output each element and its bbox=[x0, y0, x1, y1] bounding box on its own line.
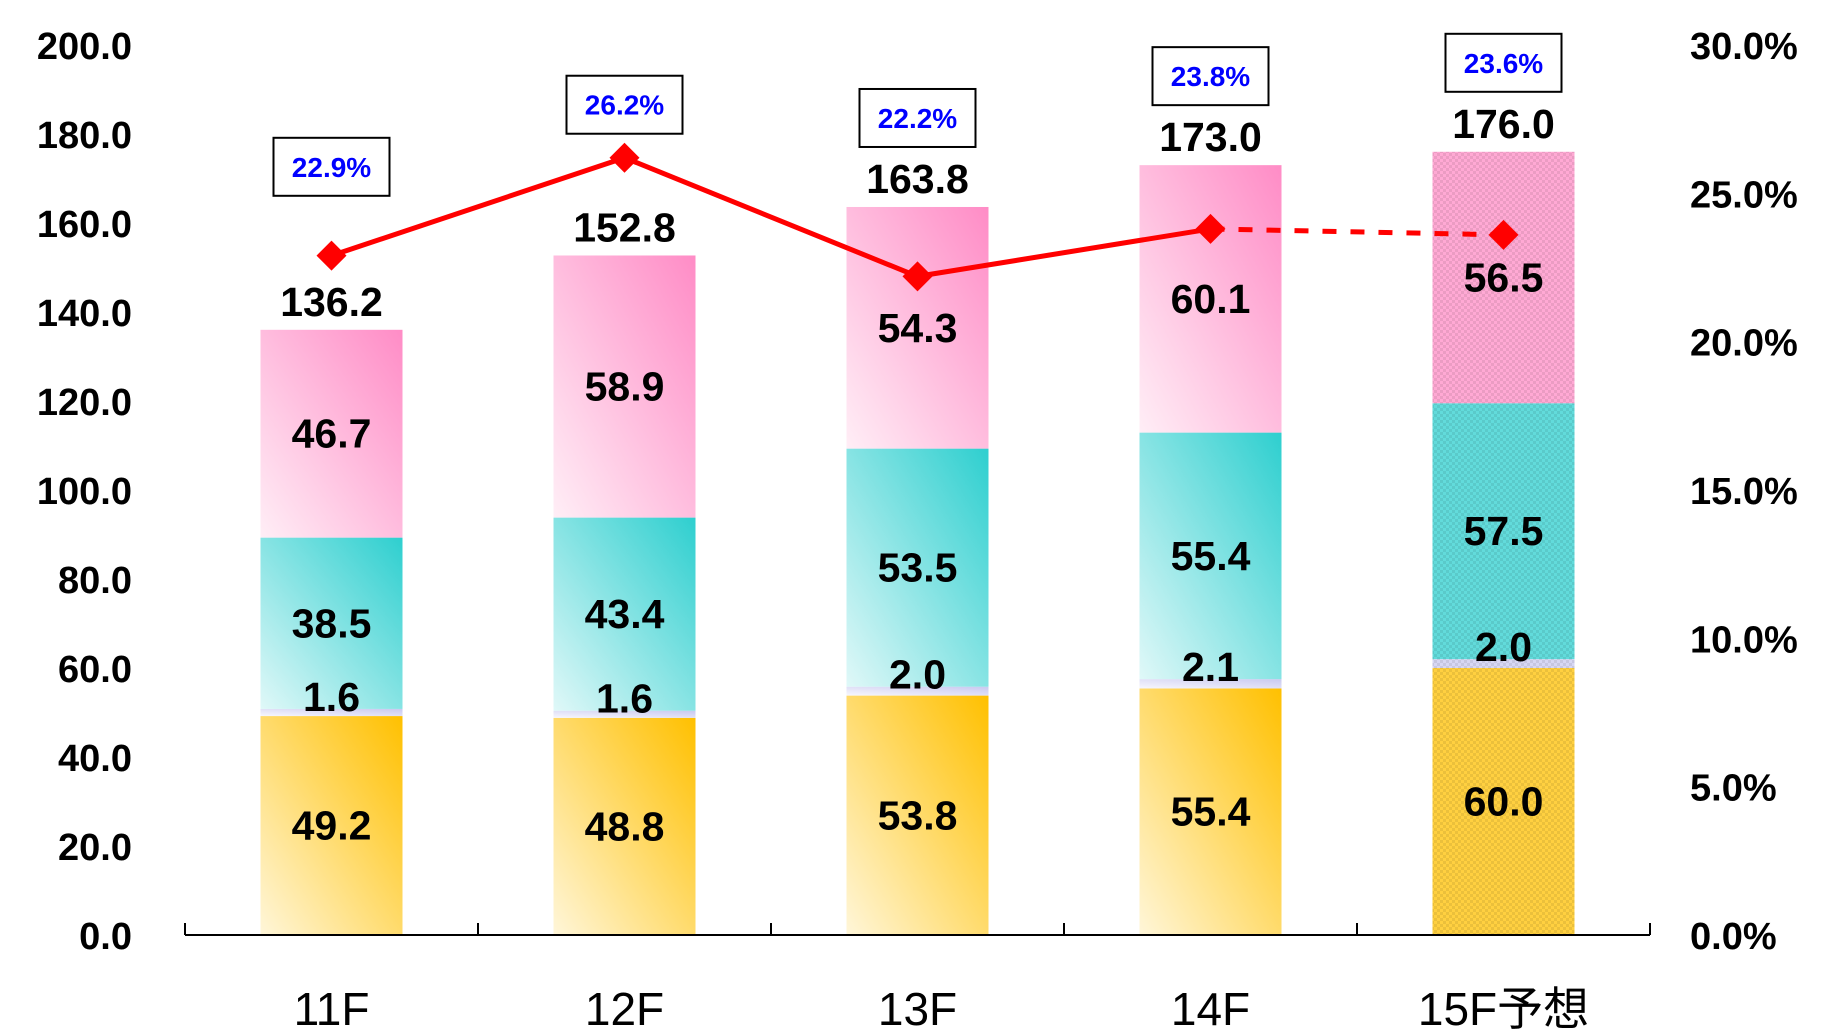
bar-segment bbox=[553, 255, 696, 518]
segment-value-label: 57.5 bbox=[1464, 508, 1544, 554]
ratio-marker bbox=[1195, 213, 1226, 244]
segment-value-label: 53.8 bbox=[878, 792, 958, 838]
ratio-label-box bbox=[1444, 32, 1563, 93]
bar-segment bbox=[260, 716, 403, 935]
ratio-line-segment bbox=[1210, 226, 1504, 238]
ratio-label-box bbox=[272, 136, 391, 197]
ratio-value-label: 22.9% bbox=[292, 152, 371, 183]
bar-segment bbox=[846, 448, 989, 687]
bar-segment bbox=[1139, 432, 1282, 680]
ratio-marker bbox=[316, 240, 347, 271]
bar-segment-pattern bbox=[1432, 668, 1575, 935]
category-label: 12F bbox=[585, 983, 664, 1032]
category-label: 15F予想 bbox=[1418, 983, 1589, 1032]
bar-segment bbox=[1139, 679, 1282, 689]
bar-segment bbox=[553, 710, 696, 718]
segment-value-label: 2.0 bbox=[1475, 624, 1532, 670]
segment-value-label: 43.4 bbox=[585, 591, 665, 637]
segment-value-label: 1.6 bbox=[303, 674, 360, 720]
y2-axis-tick-label: 30.0% bbox=[1690, 26, 1798, 68]
category-label: 13F bbox=[878, 983, 957, 1032]
ratio-label-box bbox=[1151, 46, 1270, 107]
segment-value-label: 53.5 bbox=[878, 545, 958, 591]
y-axis-tick-label: 180.0 bbox=[37, 115, 132, 157]
bar-segment bbox=[846, 695, 989, 935]
y-axis-tick-label: 120.0 bbox=[37, 382, 132, 424]
segment-value-label: 46.7 bbox=[292, 411, 372, 457]
segment-value-label: 55.4 bbox=[1171, 533, 1251, 579]
segment-value-label: 2.1 bbox=[1182, 644, 1239, 690]
total-value-label: 152.8 bbox=[573, 204, 676, 250]
y-axis-tick-label: 100.0 bbox=[37, 471, 132, 513]
ratio-label-box bbox=[858, 87, 977, 148]
bar-segment bbox=[1139, 165, 1282, 433]
segment-value-label: 60.0 bbox=[1464, 779, 1544, 825]
y-axis-tick-label: 60.0 bbox=[58, 649, 132, 691]
y2-axis-tick-label: 0.0% bbox=[1690, 916, 1777, 958]
ratio-value-label: 23.6% bbox=[1464, 48, 1543, 79]
bar-segment-pattern bbox=[1432, 659, 1575, 668]
bar-segment bbox=[1139, 688, 1282, 935]
segment-value-label: 56.5 bbox=[1464, 255, 1544, 301]
total-value-label: 176.0 bbox=[1452, 101, 1555, 147]
segment-value-label: 49.2 bbox=[292, 803, 372, 849]
ratio-label-box bbox=[565, 74, 684, 135]
bar-segment bbox=[553, 517, 696, 711]
bar-segment bbox=[260, 329, 403, 538]
category-label: 11F bbox=[294, 983, 370, 1032]
bar-segment bbox=[260, 708, 403, 717]
total-value-label: 173.0 bbox=[1159, 114, 1262, 160]
bar-segment bbox=[553, 717, 696, 935]
ratio-value-label: 23.8% bbox=[1171, 61, 1250, 92]
bar-segment bbox=[846, 686, 989, 696]
total-value-label: 163.8 bbox=[866, 156, 969, 202]
segment-value-label: 2.0 bbox=[889, 652, 946, 698]
segment-value-label: 55.4 bbox=[1171, 789, 1251, 835]
ratio-value-label: 22.2% bbox=[878, 103, 957, 134]
y-axis-tick-label: 200.0 bbox=[37, 26, 132, 68]
y-axis-tick-label: 20.0 bbox=[58, 827, 132, 869]
y2-axis-tick-label: 25.0% bbox=[1690, 174, 1798, 216]
y2-axis-tick-label: 20.0% bbox=[1690, 323, 1798, 365]
y-axis-tick-label: 0.0 bbox=[79, 916, 132, 958]
ratio-line-segment bbox=[623, 155, 919, 279]
ratio-line-segment bbox=[917, 226, 1211, 279]
ratio-value-label: 26.2% bbox=[585, 90, 664, 121]
bar-segment-pattern bbox=[1432, 151, 1575, 404]
segment-value-label: 48.8 bbox=[585, 803, 665, 849]
bar-segment bbox=[260, 537, 403, 709]
y-axis-tick-label: 140.0 bbox=[37, 293, 132, 335]
ratio-line-segment bbox=[330, 155, 626, 259]
ratio-marker bbox=[902, 261, 933, 292]
segment-value-label: 38.5 bbox=[292, 600, 372, 646]
segment-value-label: 54.3 bbox=[878, 305, 958, 351]
y2-axis-tick-label: 10.0% bbox=[1690, 619, 1798, 661]
y-axis-tick-label: 80.0 bbox=[58, 560, 132, 602]
segment-value-label: 60.1 bbox=[1171, 276, 1251, 322]
total-value-label: 136.2 bbox=[280, 279, 383, 325]
bar-segment bbox=[846, 206, 989, 449]
category-label: 14F bbox=[1171, 983, 1250, 1032]
ratio-marker bbox=[609, 142, 640, 173]
bar-segment-pattern bbox=[1432, 403, 1575, 660]
y-axis-tick-label: 160.0 bbox=[37, 204, 132, 246]
ratio-marker bbox=[1488, 219, 1519, 250]
segment-value-label: 1.6 bbox=[596, 676, 653, 722]
y2-axis-tick-label: 5.0% bbox=[1690, 768, 1777, 810]
segment-value-label: 58.9 bbox=[585, 364, 665, 410]
y2-axis-tick-label: 15.0% bbox=[1690, 471, 1798, 513]
y-axis-tick-label: 40.0 bbox=[58, 738, 132, 780]
